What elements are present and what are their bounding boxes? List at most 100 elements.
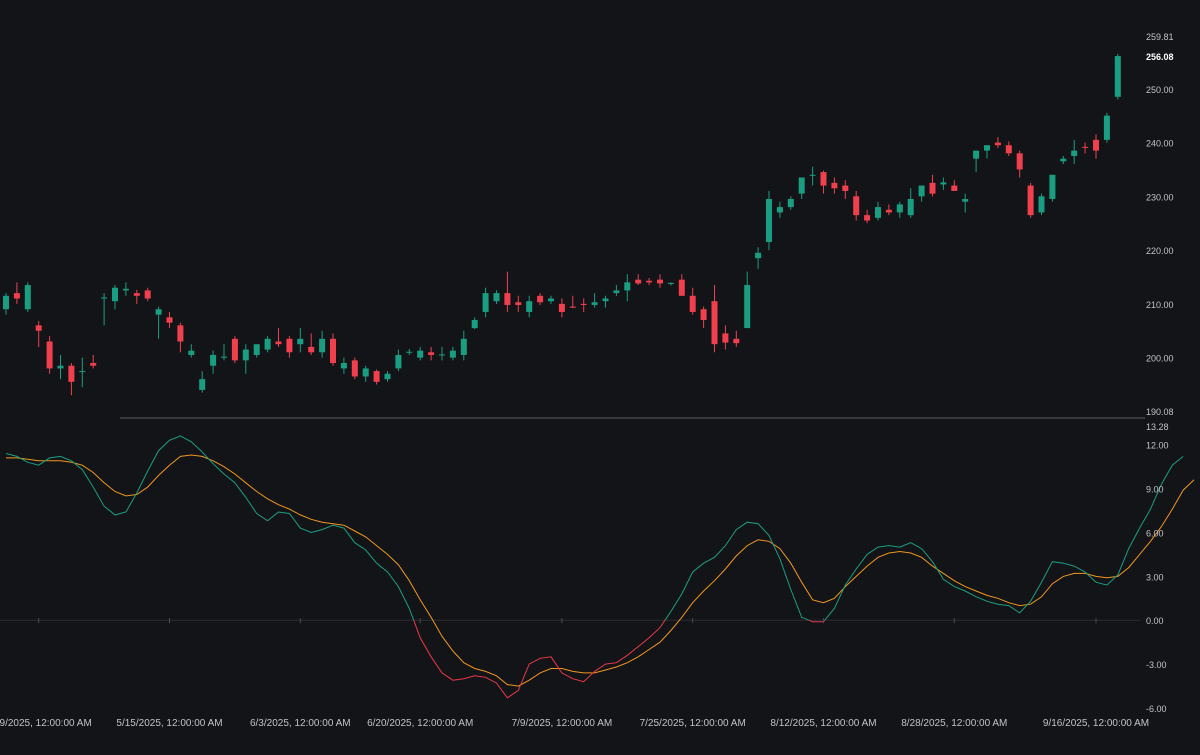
candle-body (13, 293, 20, 299)
macd-tick-label: 12.00 (1146, 441, 1169, 451)
candle-body (471, 320, 478, 329)
candle-body (297, 338, 304, 345)
candle-body (864, 215, 871, 221)
candle-body (264, 338, 271, 350)
candle (210, 350, 217, 374)
candle (417, 346, 424, 361)
candle (101, 293, 108, 326)
candle (951, 180, 958, 191)
macd-line-segment (413, 619, 666, 699)
candle (428, 346, 435, 361)
candle (820, 170, 827, 194)
candle-body (962, 199, 969, 202)
candle (340, 357, 347, 374)
candle-body (1071, 150, 1078, 156)
candle (471, 317, 478, 330)
candle (46, 336, 53, 374)
candle-body (199, 379, 206, 390)
time-tick-label: 7/9/2025, 12:00:00 AM (512, 718, 613, 729)
candle (144, 287, 151, 302)
candle-body (711, 301, 718, 345)
candle (330, 333, 336, 366)
price-axis: 259.81 200.00 210.00 220.00 230.00 240.00 250.… (1146, 32, 1174, 417)
candle (1114, 53, 1121, 100)
candle-body (613, 290, 620, 294)
candle-body (221, 356, 227, 358)
candle-body (569, 306, 576, 308)
candle (35, 321, 42, 347)
macd-tick-label: 0.00 (1146, 616, 1164, 626)
time-tick-label: 8/28/2025, 12:00:00 AM (901, 718, 1007, 729)
candle-body (504, 293, 511, 305)
candle (449, 346, 456, 361)
candle (384, 371, 391, 382)
candle-body (1049, 174, 1056, 200)
candle (395, 349, 402, 372)
candle (275, 328, 282, 347)
candle (667, 282, 674, 286)
candle (875, 201, 881, 221)
candle (657, 274, 663, 288)
candle-body (1103, 115, 1110, 140)
candle-body (340, 363, 347, 369)
candle-body (24, 285, 31, 310)
time-tick-label: 9/16/2025, 12:00:00 AM (1043, 718, 1149, 729)
candle-body (787, 199, 794, 208)
candle-body (242, 349, 249, 361)
candle (199, 371, 206, 393)
candle (733, 330, 740, 347)
candle-body (722, 333, 729, 343)
time-axis: 4/29/2025, 12:00:00 AM 5/15/2025, 12:00:0… (0, 618, 1149, 729)
candle-body (35, 325, 42, 331)
time-tick-label: 5/15/2025, 12:00:00 AM (116, 718, 222, 729)
candle-body (548, 298, 554, 302)
candle-body (57, 365, 64, 369)
candle (79, 357, 86, 388)
candle (787, 196, 794, 210)
candle (373, 369, 380, 385)
last-price-label: 256.08 (1146, 52, 1174, 62)
price-pane (3, 53, 1121, 396)
candle-body (1038, 196, 1045, 213)
candle-body (351, 360, 358, 377)
candle (460, 330, 467, 361)
candle-body (1060, 158, 1067, 162)
candle (907, 188, 914, 218)
candle (678, 274, 685, 296)
candle (994, 137, 1001, 148)
macd-axis: 13.28 -6.00 -3.00 0.00 3.00 6.00 9.00 12.00 (1146, 422, 1169, 714)
candle-body (929, 182, 936, 194)
candle (896, 201, 903, 218)
candle (308, 333, 315, 355)
macd-tick-label: -6.00 (1146, 704, 1167, 714)
candle-body (853, 196, 860, 216)
price-tick-label: 200.00 (1146, 354, 1174, 364)
candle-body (689, 295, 696, 312)
candle-body (275, 341, 282, 345)
time-tick-label: 7/25/2025, 12:00:00 AM (640, 718, 746, 729)
candle (613, 285, 620, 296)
candle-body (90, 363, 97, 366)
candle-body (155, 309, 162, 315)
candle-body (918, 185, 925, 197)
candle-body (558, 303, 565, 312)
candle (798, 177, 805, 200)
candle-body (951, 185, 958, 191)
candle (776, 201, 783, 218)
candle (264, 336, 271, 353)
candle (755, 247, 762, 269)
candle-body (700, 309, 707, 321)
time-tick-label: 6/20/2025, 12:00:00 AM (367, 718, 473, 729)
candle (3, 293, 9, 315)
candle-body (1093, 139, 1099, 151)
candle (1005, 141, 1012, 156)
candle-body (755, 252, 762, 259)
candle-body (395, 354, 402, 369)
candle (1027, 182, 1034, 218)
candle-body (373, 371, 380, 382)
candle-body (885, 209, 892, 213)
candle-body (994, 142, 1001, 146)
candle (744, 271, 751, 329)
candle-body (678, 279, 685, 296)
